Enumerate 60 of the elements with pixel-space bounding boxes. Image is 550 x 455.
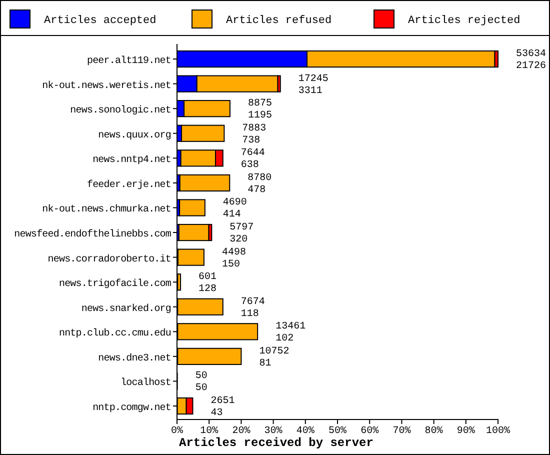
annotation: 150: [222, 259, 240, 270]
x-tick-label: 80%: [424, 426, 443, 437]
y-tick-label: news.snarked.org: [81, 302, 172, 315]
y-tick-label: nntp.club.cc.cmu.edu: [58, 328, 172, 340]
y-tick-label: news.dne3.net: [98, 352, 171, 364]
annotation: 128: [198, 284, 217, 296]
y-tick-label: news.quux.org: [98, 130, 172, 142]
annotation: 7883: [242, 123, 266, 134]
x-tick-label: 90%: [456, 426, 475, 437]
x-tick-label: 70%: [392, 426, 411, 437]
annotation: 50: [195, 383, 208, 394]
x-tick-label: 60%: [360, 426, 379, 437]
annotation: 118: [240, 308, 259, 320]
annotation: 81: [259, 358, 272, 370]
y-tick-label: nntp.comgw.net: [92, 402, 171, 414]
annotation: 3311: [298, 86, 322, 97]
y-tick-label: feeder.erje.net: [86, 178, 171, 191]
legend-label: Articles accepted: [44, 15, 156, 27]
annotation: 13461: [276, 322, 306, 333]
annotation: 4690: [222, 198, 247, 209]
annotation: 4498: [222, 247, 246, 258]
legend-label: Articles refused: [226, 15, 332, 27]
annotation: 5797: [230, 222, 254, 234]
annotation: 50: [195, 371, 208, 382]
x-tick-label: 100%: [486, 426, 510, 437]
annotation: 601: [198, 272, 217, 284]
annotation: 478: [248, 184, 266, 196]
y-tick-label: news.corradoroberto.it: [48, 253, 171, 266]
x-tick-label: 10%: [200, 426, 218, 437]
y-tick-label: news.trigofacile.com: [58, 278, 172, 290]
annotation: 8780: [248, 172, 272, 184]
annotation: 414: [222, 210, 241, 221]
legend-label: Articles rejected: [408, 15, 520, 27]
y-tick-label: nk-out.news.chmurka.net: [42, 204, 171, 216]
x-tick-label: 20%: [232, 426, 250, 437]
annotation: 102: [276, 334, 294, 345]
x-tick-label: 50%: [328, 426, 347, 437]
y-tick-label: news.sonologic.net: [70, 104, 171, 117]
annotation: 21726: [516, 61, 546, 72]
annotation: 2651: [210, 396, 235, 407]
annotation: 7674: [240, 296, 265, 308]
annotation: 320: [230, 234, 248, 246]
annotation: 17245: [298, 74, 328, 85]
annotation: 53634: [516, 49, 546, 60]
y-tick-label: localhost: [120, 377, 171, 390]
x-tick-label: 0%: [170, 426, 184, 437]
annotation: 1195: [248, 110, 272, 122]
annotation: 738: [242, 135, 260, 146]
annotation: 10752: [259, 346, 290, 358]
x-tick-label: 40%: [296, 426, 314, 437]
x-tick-label: 30%: [264, 426, 282, 437]
y-tick-label: nk-out.news.weretis.net: [42, 80, 171, 92]
annotation: 638: [240, 160, 259, 172]
y-tick-label: peer.alt119.net: [86, 55, 171, 68]
annotation: 43: [210, 408, 223, 419]
x-axis-title: Articles received by server: [179, 436, 374, 450]
y-tick-label: news.nntp4.net: [92, 155, 171, 166]
annotation: 8875: [248, 98, 272, 110]
y-tick-label: newsfeed.endofthelinebbs.com: [14, 228, 172, 240]
annotation: 7644: [240, 148, 265, 160]
